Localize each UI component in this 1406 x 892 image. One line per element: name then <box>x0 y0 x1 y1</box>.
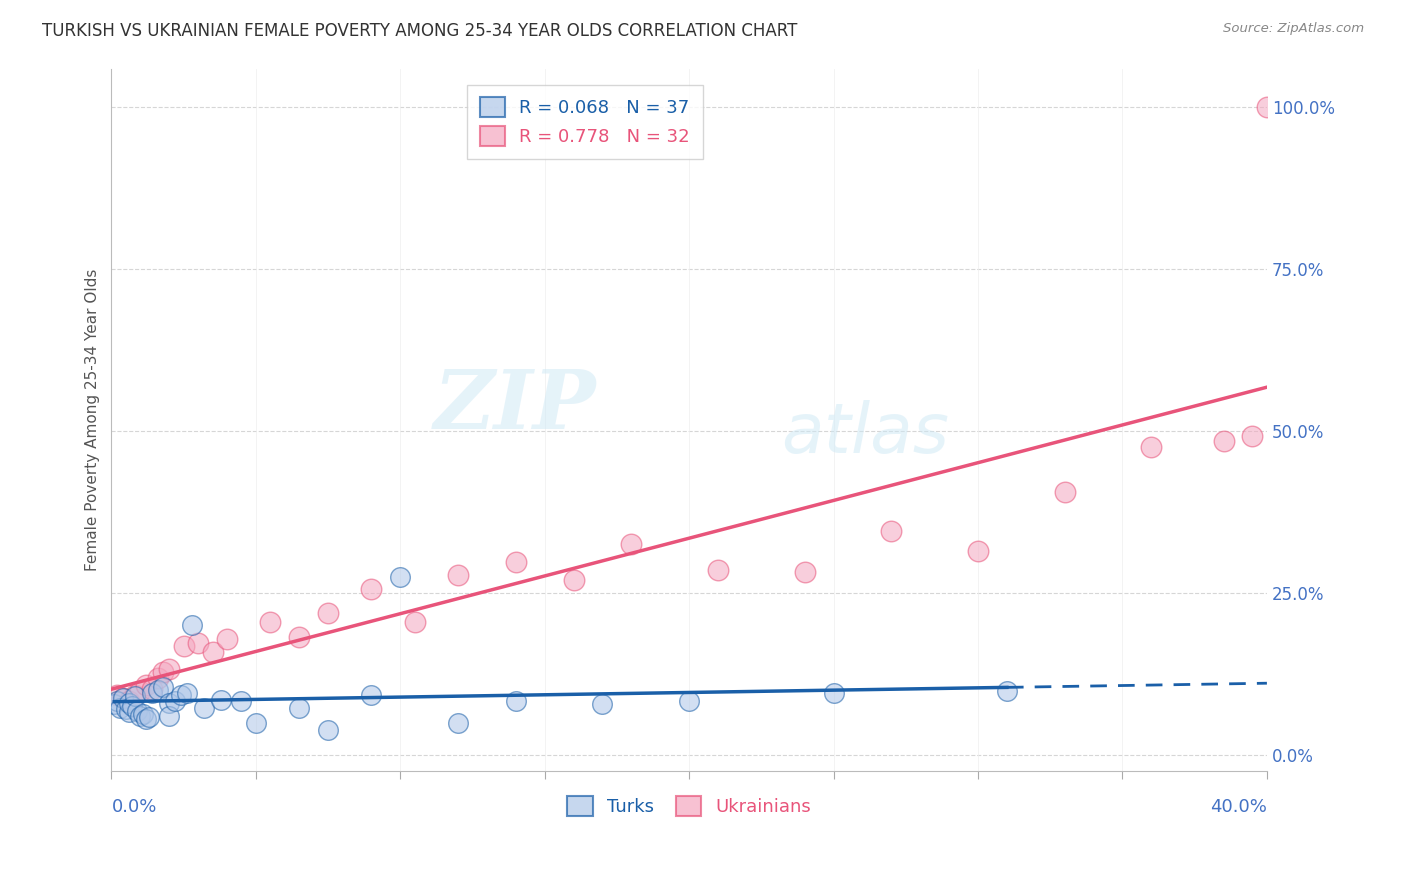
Point <box>505 555 527 569</box>
Point <box>173 639 195 653</box>
Text: Source: ZipAtlas.com: Source: ZipAtlas.com <box>1223 22 1364 36</box>
Point <box>108 701 131 715</box>
Point <box>880 524 903 539</box>
Text: 0.0%: 0.0% <box>111 798 157 816</box>
Point <box>620 537 643 551</box>
Point <box>360 582 382 597</box>
Text: atlas: atlas <box>782 401 949 467</box>
Point <box>215 632 238 647</box>
Point <box>115 702 138 716</box>
Point <box>105 688 128 702</box>
Point <box>103 697 125 711</box>
Point <box>707 563 730 577</box>
Point <box>124 690 146 704</box>
Point <box>259 615 281 629</box>
Point <box>138 710 160 724</box>
Point <box>152 665 174 679</box>
Point <box>111 690 134 705</box>
Point <box>823 686 845 700</box>
Point <box>288 630 311 644</box>
Point <box>129 684 152 698</box>
Point <box>288 701 311 715</box>
Point <box>447 567 470 582</box>
Point <box>146 671 169 685</box>
Point <box>135 678 157 692</box>
Point <box>152 680 174 694</box>
Point <box>245 716 267 731</box>
Point <box>118 696 141 710</box>
Point <box>389 569 412 583</box>
Point <box>447 716 470 731</box>
Point <box>209 692 232 706</box>
Point <box>121 698 143 713</box>
Point <box>170 688 193 702</box>
Point <box>505 694 527 708</box>
Point <box>118 706 141 720</box>
Point <box>129 708 152 723</box>
Point <box>163 694 186 708</box>
Point <box>1256 100 1278 114</box>
Text: 40.0%: 40.0% <box>1211 798 1267 816</box>
Point <box>231 694 253 708</box>
Text: ZIP: ZIP <box>434 366 596 446</box>
Point <box>135 712 157 726</box>
Point <box>562 573 585 587</box>
Point <box>187 636 209 650</box>
Point <box>124 688 146 702</box>
Point <box>127 704 149 718</box>
Point <box>111 690 134 705</box>
Point <box>1241 429 1264 443</box>
Text: TURKISH VS UKRAINIAN FEMALE POVERTY AMONG 25-34 YEAR OLDS CORRELATION CHART: TURKISH VS UKRAINIAN FEMALE POVERTY AMON… <box>42 22 797 40</box>
Point <box>1212 434 1234 448</box>
Point <box>181 618 204 632</box>
Point <box>132 707 155 722</box>
Point <box>157 708 180 723</box>
Point <box>157 662 180 676</box>
Point <box>141 686 163 700</box>
Point <box>201 645 224 659</box>
Point <box>157 696 180 710</box>
Point <box>995 684 1018 698</box>
Point <box>1140 440 1163 454</box>
Legend: Turks, Ukrainians: Turks, Ukrainians <box>558 787 820 825</box>
Point <box>404 615 426 629</box>
Point <box>316 723 339 737</box>
Point <box>176 686 198 700</box>
Point <box>105 694 128 708</box>
Point <box>1053 485 1076 500</box>
Point <box>360 688 382 702</box>
Point <box>316 607 339 621</box>
Point <box>967 543 990 558</box>
Point <box>592 697 614 711</box>
Point <box>678 694 700 708</box>
Y-axis label: Female Poverty Among 25-34 Year Olds: Female Poverty Among 25-34 Year Olds <box>86 268 100 571</box>
Point <box>793 565 815 579</box>
Point <box>141 681 163 696</box>
Point <box>118 694 141 708</box>
Point <box>193 701 215 715</box>
Point <box>146 682 169 697</box>
